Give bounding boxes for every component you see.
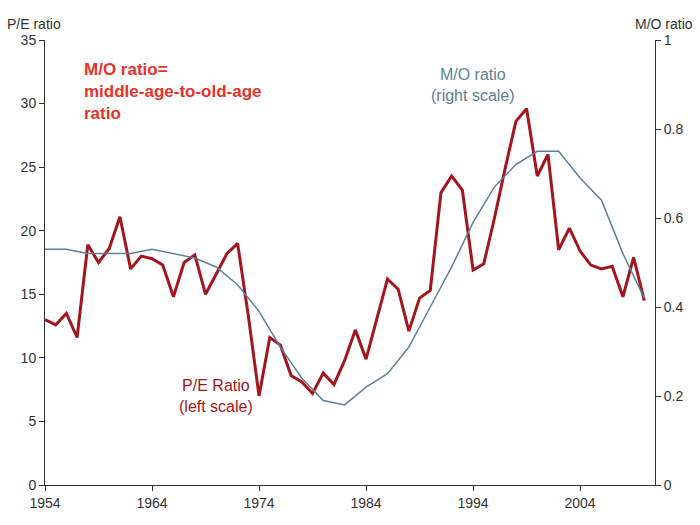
svg-text:0.8: 0.8: [664, 121, 684, 137]
svg-text:0.6: 0.6: [664, 210, 684, 226]
svg-text:P/E Ratio(left scale): P/E Ratio(left scale): [179, 377, 253, 415]
svg-text:1964: 1964: [136, 495, 167, 511]
svg-text:0.4: 0.4: [664, 299, 684, 315]
svg-text:5: 5: [28, 413, 36, 429]
svg-text:P/E ratio: P/E ratio: [7, 16, 61, 32]
svg-text:1: 1: [664, 32, 672, 48]
svg-text:25: 25: [21, 159, 37, 175]
svg-text:20: 20: [21, 223, 37, 239]
svg-text:0: 0: [28, 477, 36, 493]
svg-text:1984: 1984: [350, 495, 381, 511]
svg-text:30: 30: [21, 95, 37, 111]
svg-text:2004: 2004: [565, 495, 596, 511]
svg-text:M/O ratio: M/O ratio: [635, 16, 693, 32]
svg-text:1994: 1994: [457, 495, 488, 511]
svg-text:10: 10: [21, 350, 37, 366]
svg-text:35: 35: [21, 32, 37, 48]
svg-text:1974: 1974: [243, 495, 274, 511]
svg-text:1954: 1954: [29, 495, 60, 511]
svg-text:0: 0: [664, 477, 672, 493]
svg-text:M/O ratio=middle-age-to-old-ag: M/O ratio=middle-age-to-old-ageratio: [84, 60, 262, 123]
svg-text:15: 15: [21, 286, 37, 302]
svg-text:0.2: 0.2: [664, 388, 684, 404]
svg-text:M/O ratio(right scale): M/O ratio(right scale): [431, 66, 515, 104]
